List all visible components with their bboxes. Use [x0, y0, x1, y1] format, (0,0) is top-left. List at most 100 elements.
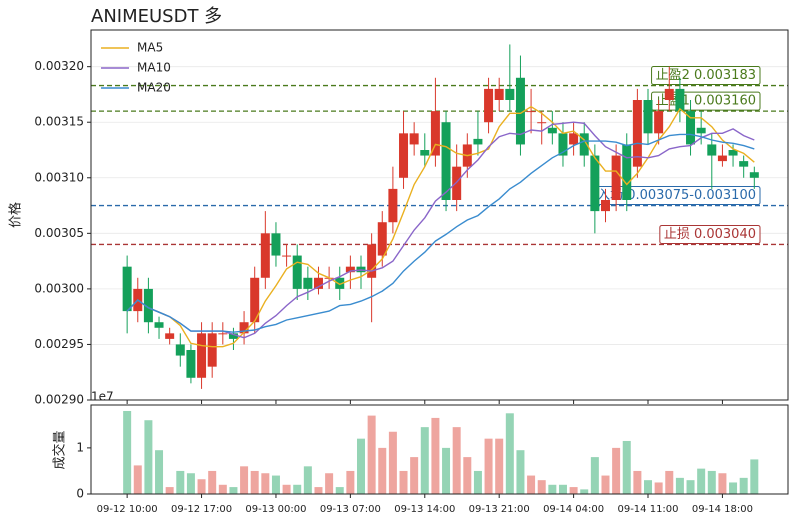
volume-frame — [90, 404, 789, 495]
volume-bar — [176, 470, 185, 494]
candle-body — [165, 333, 175, 339]
candle-body — [175, 344, 185, 356]
volume-bar — [718, 473, 727, 494]
candle-body — [420, 150, 430, 156]
volume-bar — [505, 413, 514, 494]
volume-bar — [144, 420, 153, 494]
candle-body — [696, 127, 706, 134]
volume-bar — [473, 470, 482, 494]
volume-y-tick-label: 1 — [76, 440, 84, 454]
candle-body — [505, 88, 515, 100]
candle-body — [197, 333, 207, 378]
volume-bar — [186, 473, 195, 494]
volume-bar — [516, 450, 525, 494]
volume-bar — [293, 484, 302, 494]
candle-body — [707, 144, 717, 156]
candle-body — [664, 88, 674, 100]
ma-line — [126, 121, 755, 339]
volume-bar — [250, 470, 259, 494]
candle-body — [228, 333, 238, 339]
ma-line — [126, 105, 755, 348]
volume-bar — [484, 438, 493, 494]
volume-bar — [590, 457, 599, 494]
y-tick-label: 0.00310 — [34, 170, 84, 184]
volume-bar — [750, 459, 759, 494]
volume-bar — [452, 427, 461, 494]
candle-body — [494, 88, 504, 100]
candle-body — [282, 255, 292, 257]
x-tick-label: 09-12 17:00 — [171, 504, 232, 515]
candle-body — [611, 155, 621, 200]
candle-body — [739, 161, 749, 167]
candle-body — [484, 88, 494, 123]
volume-bar — [558, 484, 567, 494]
volume-bar — [420, 427, 429, 494]
candle-body — [313, 277, 323, 289]
volume-bar — [665, 470, 674, 494]
volume-bar — [335, 487, 344, 494]
x-tick-label: 09-13 07:00 — [320, 504, 381, 515]
volume-bar — [548, 484, 557, 494]
volume-bar — [622, 440, 631, 494]
volume-bar — [229, 487, 238, 494]
y-tick-label: 0.00300 — [34, 281, 84, 295]
candle-body — [345, 266, 355, 273]
level-label-text: 入场 0.003075-0.003100 — [597, 188, 756, 203]
legend-label: MA20 — [137, 81, 171, 95]
volume-y-tick-label: 0 — [76, 487, 84, 501]
level-label-box — [651, 66, 761, 86]
level-label-text: 止盈2 0.003183 — [656, 68, 756, 83]
candle-body — [441, 122, 451, 200]
candle-body — [409, 133, 419, 145]
chart-title: ANIMEUSDT 多 — [91, 6, 222, 27]
volume-bar — [495, 438, 504, 494]
x-tick-label: 09-14 04:00 — [543, 504, 604, 515]
candle-body — [239, 322, 249, 334]
ma-line — [126, 133, 755, 333]
volume-bar — [697, 468, 706, 494]
y-tick-label: 0.00290 — [34, 393, 84, 407]
candle-body — [569, 133, 579, 145]
candle-body — [250, 277, 260, 323]
volume-axis-label: 成交量 — [52, 430, 68, 469]
volume-bar — [580, 489, 589, 494]
candle-body — [154, 322, 164, 328]
volume-bar — [240, 466, 249, 494]
level-label: 止盈2 0.003183 — [651, 66, 761, 86]
volume-bar — [410, 457, 419, 494]
candle-body — [377, 222, 387, 256]
level-label-box — [659, 224, 761, 244]
candle-body — [186, 350, 196, 378]
candle-body — [143, 288, 153, 323]
y-tick-label: 0.00315 — [34, 115, 84, 129]
candle-body — [260, 233, 270, 278]
x-tick-label: 09-13 21:00 — [469, 504, 530, 515]
volume-bar — [388, 431, 397, 494]
candle-body — [473, 138, 483, 145]
candle-body — [547, 127, 557, 134]
candle-body — [122, 266, 132, 312]
candle-body — [632, 100, 642, 167]
volume-bar — [686, 480, 695, 494]
candle-body — [430, 111, 440, 156]
plot-layer: 0.00290 0.00295 0.00300 0.00305 0.00310 0.003… — [34, 41, 788, 515]
candle-body — [526, 111, 536, 113]
volume-bar — [261, 473, 270, 494]
volume-bar — [218, 484, 227, 494]
volume-bar — [601, 475, 610, 494]
volume-bar — [367, 415, 376, 494]
candle-body — [271, 233, 281, 256]
volume-bar — [537, 480, 546, 494]
volume-bar — [644, 480, 653, 494]
candle-body — [207, 333, 217, 367]
candle-body — [654, 111, 664, 134]
x-tick-label: 09-13 14:00 — [394, 504, 455, 515]
legend-label: MA5 — [137, 41, 163, 55]
price-frame — [90, 29, 789, 401]
candle-body — [622, 144, 632, 200]
candle-body — [537, 122, 547, 124]
level-label-text: 止损 0.003040 — [664, 227, 756, 242]
y-axis-label: 价格 — [8, 202, 24, 228]
volume-bar — [357, 438, 366, 494]
x-tick-label: 09-13 00:00 — [245, 504, 306, 515]
